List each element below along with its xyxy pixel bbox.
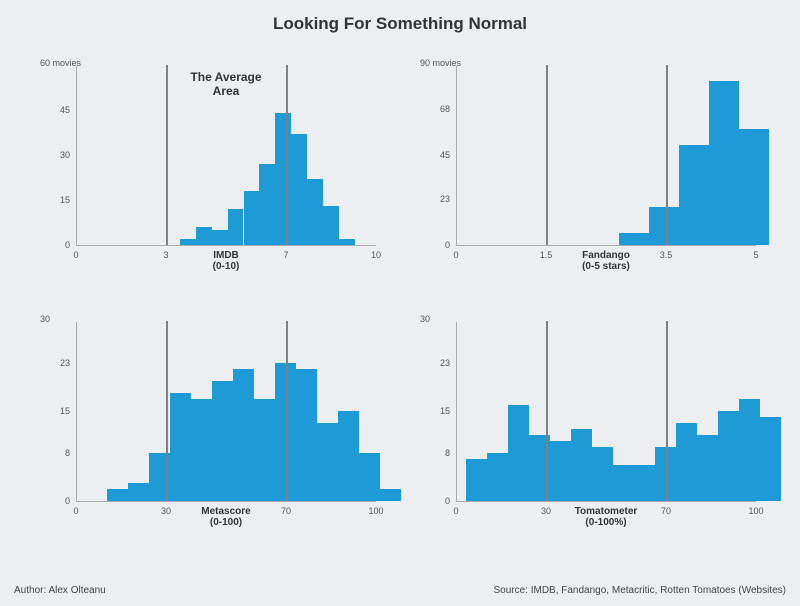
metascore-xtick: 0	[61, 506, 91, 516]
fandango-bar	[709, 81, 739, 245]
imdb-bar	[196, 227, 212, 245]
author-credit: Author: Alex Olteanu	[14, 585, 106, 596]
metascore-bar	[128, 483, 149, 501]
metascore-bar	[212, 381, 233, 501]
fandango-xtick: 5	[741, 250, 771, 260]
imdb-bar	[244, 191, 260, 245]
imdb-panel: 03710015304560 moviesIMDB(0-10)The Avera…	[40, 54, 380, 284]
fandango-ytick: 23	[420, 194, 450, 204]
tomato-panel: 0307010008152330Tomatometer(0-100%)	[420, 310, 760, 540]
fandango-ytick: 68	[420, 104, 450, 114]
metascore-ytick: 23	[40, 358, 70, 368]
imdb-bar	[212, 230, 228, 245]
metascore-bar	[254, 399, 275, 501]
metascore-bar	[317, 423, 338, 501]
fandango-avg-line	[666, 65, 668, 245]
metascore-panel: 0307010008152330Metascore(0-100)	[40, 310, 380, 540]
fandango-panel: 01.53.55023456890 moviesFandango(0-5 sta…	[420, 54, 760, 284]
tomato-bar	[487, 453, 508, 501]
fandango-y-unit: 90 movies	[420, 58, 461, 68]
metascore-ytick: 0	[40, 496, 70, 506]
fandango-ytick: 0	[420, 240, 450, 250]
tomato-bar	[718, 411, 739, 501]
metascore-plot	[76, 322, 376, 502]
tomato-bar	[550, 441, 571, 501]
metascore-bar	[338, 411, 359, 501]
imdb-ytick: 45	[40, 105, 70, 115]
imdb-y-unit: 60 movies	[40, 58, 81, 68]
metascore-bar	[359, 453, 380, 501]
metascore-xtick: 100	[361, 506, 391, 516]
metascore-bar	[380, 489, 401, 501]
imdb-avg-line	[166, 65, 168, 245]
imdb-ytick: 15	[40, 195, 70, 205]
tomato-avg-line	[546, 321, 548, 501]
metascore-y-unit: 30	[40, 314, 50, 324]
metascore-ytick: 15	[40, 406, 70, 416]
imdb-bar	[291, 134, 307, 245]
tomato-y-unit: 30	[420, 314, 430, 324]
imdb-bar	[339, 239, 355, 245]
metascore-bar	[233, 369, 254, 501]
tomato-bar	[571, 429, 592, 501]
metascore-bar	[107, 489, 128, 501]
average-area-annotation: The AverageArea	[176, 70, 276, 98]
tomato-plot	[456, 322, 756, 502]
metascore-xlabel: Metascore(0-100)	[166, 506, 286, 528]
imdb-ytick: 30	[40, 150, 70, 160]
tomato-bar	[739, 399, 760, 501]
tomato-ytick: 15	[420, 406, 450, 416]
metascore-bar	[170, 393, 191, 501]
fandango-bar	[649, 207, 679, 245]
fandango-bar	[739, 129, 769, 245]
fandango-ytick: 45	[420, 150, 450, 160]
tomato-bar	[697, 435, 718, 501]
tomato-xtick: 100	[741, 506, 771, 516]
imdb-bar	[228, 209, 244, 245]
page-title: Looking For Something Normal	[0, 14, 800, 34]
imdb-xtick: 10	[361, 250, 391, 260]
imdb-xtick: 0	[61, 250, 91, 260]
imdb-bar	[323, 206, 339, 245]
metascore-ytick: 8	[40, 448, 70, 458]
fandango-xlabel: Fandango(0-5 stars)	[546, 250, 666, 272]
source-credit: Source: IMDB, Fandango, Metacritic, Rott…	[493, 585, 786, 596]
imdb-bar	[180, 239, 196, 245]
tomato-xlabel: Tomatometer(0-100%)	[546, 506, 666, 528]
imdb-bar	[307, 179, 323, 245]
tomato-ytick: 0	[420, 496, 450, 506]
imdb-avg-line	[286, 65, 288, 245]
fandango-bar	[679, 145, 709, 245]
tomato-avg-line	[666, 321, 668, 501]
tomato-ytick: 8	[420, 448, 450, 458]
imdb-ytick: 0	[40, 240, 70, 250]
imdb-bar	[259, 164, 275, 245]
metascore-avg-line	[166, 321, 168, 501]
tomato-bar	[613, 465, 634, 501]
tomato-bar	[634, 465, 655, 501]
fandango-plot	[456, 66, 756, 246]
tomato-ytick: 23	[420, 358, 450, 368]
tomato-bar	[508, 405, 529, 501]
fandango-bar	[619, 233, 649, 245]
tomato-xtick: 0	[441, 506, 471, 516]
tomato-bar	[676, 423, 697, 501]
tomato-bar	[466, 459, 487, 501]
tomato-bar	[592, 447, 613, 501]
metascore-bar	[191, 399, 212, 501]
tomato-bar	[760, 417, 781, 501]
fandango-xtick: 0	[441, 250, 471, 260]
imdb-xlabel: IMDB(0-10)	[166, 250, 286, 272]
imdb-bar	[275, 113, 291, 245]
fandango-avg-line	[546, 65, 548, 245]
metascore-bar	[296, 369, 317, 501]
metascore-avg-line	[286, 321, 288, 501]
